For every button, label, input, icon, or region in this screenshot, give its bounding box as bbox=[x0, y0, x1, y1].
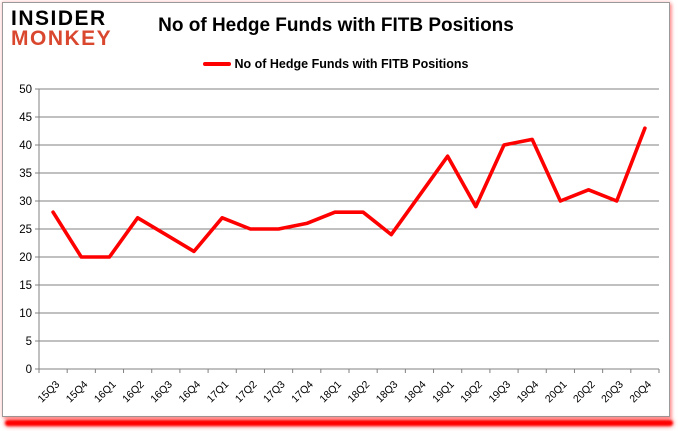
y-axis-label: 5 bbox=[26, 336, 32, 348]
y-axis-label: 20 bbox=[19, 252, 32, 264]
y-axis-label: 25 bbox=[19, 224, 32, 236]
line-chart: 0 5 10 15 20 25 30 35 40 45 50 15Q3 15Q4 16Q1 16Q2 16Q3… bbox=[19, 84, 660, 406]
x-axis-label: 17Q3 bbox=[261, 379, 288, 406]
chart-card: INSIDER MONKEY No of Hedge Funds with FI… bbox=[2, 2, 670, 417]
series-line bbox=[51, 126, 647, 259]
x-axis-label: 15Q3 bbox=[36, 379, 63, 406]
y-axis-label: 40 bbox=[19, 140, 32, 152]
x-axis-label: 19Q2 bbox=[458, 379, 485, 406]
y-axis-label: 0 bbox=[26, 364, 32, 376]
x-axis-label: 18Q2 bbox=[346, 379, 373, 406]
x-axis-label: 16Q1 bbox=[92, 379, 119, 406]
x-axis-label: 20Q4 bbox=[627, 379, 654, 406]
x-axis-label: 19Q1 bbox=[430, 379, 457, 406]
x-axis-label: 17Q1 bbox=[205, 379, 232, 406]
y-axis-label: 50 bbox=[19, 84, 32, 96]
legend-label: No of Hedge Funds with FITB Positions bbox=[234, 57, 469, 71]
logo-line-monkey: MONKEY bbox=[11, 26, 113, 50]
x-axis-label: 18Q3 bbox=[374, 379, 401, 406]
y-axis-label: 35 bbox=[19, 168, 32, 180]
y-axis-label: 45 bbox=[19, 112, 32, 124]
x-axis-label: 16Q4 bbox=[176, 379, 203, 406]
x-axis-label: 19Q4 bbox=[515, 379, 542, 406]
y-axis-label: 30 bbox=[19, 196, 32, 208]
x-axis-label: 18Q1 bbox=[317, 379, 344, 406]
legend-line-swatch bbox=[203, 62, 232, 66]
bottom-red-bar bbox=[5, 420, 673, 426]
x-axis-label: 17Q2 bbox=[233, 379, 260, 406]
x-axis-label: 20Q3 bbox=[599, 379, 626, 406]
x-axis-label: 15Q4 bbox=[64, 379, 91, 406]
logo-line-insider: INSIDER bbox=[11, 7, 107, 30]
x-axis-label: 20Q2 bbox=[571, 379, 598, 406]
y-axis-label: 10 bbox=[19, 308, 32, 320]
y-axis-label: 15 bbox=[19, 280, 32, 292]
legend: No of Hedge Funds with FITB Positions bbox=[3, 57, 669, 71]
x-axis-label: 19Q3 bbox=[486, 379, 513, 406]
x-axis-label: 20Q1 bbox=[543, 379, 570, 406]
x-axis-label: 16Q3 bbox=[148, 379, 175, 406]
chart-title: No of Hedge Funds with FITB Positions bbox=[158, 15, 514, 36]
x-axis-label: 17Q4 bbox=[289, 379, 316, 406]
x-axis-label: 16Q2 bbox=[120, 379, 147, 406]
x-axis-label: 18Q4 bbox=[402, 379, 429, 406]
insider-monkey-logo: INSIDER MONKEY bbox=[11, 7, 113, 50]
